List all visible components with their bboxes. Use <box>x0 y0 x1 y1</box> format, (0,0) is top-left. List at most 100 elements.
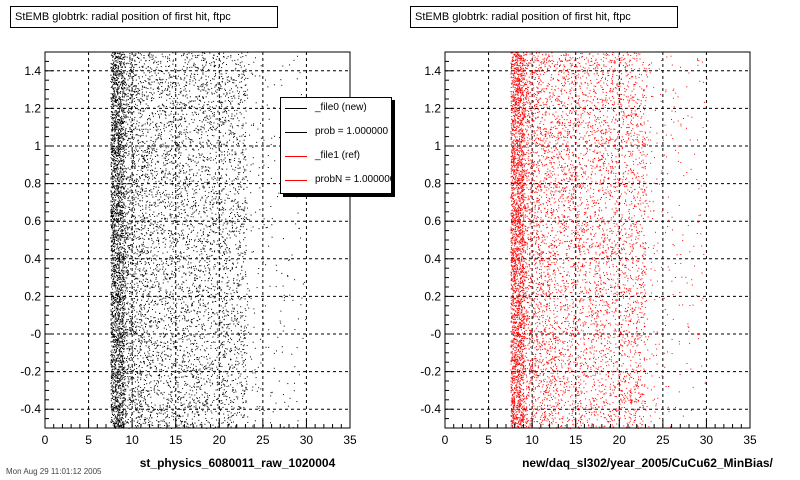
data-point <box>211 322 212 324</box>
data-point <box>156 151 158 153</box>
data-point <box>119 340 121 342</box>
data-point <box>144 190 146 192</box>
data-point <box>111 249 113 251</box>
data-point <box>112 214 114 216</box>
data-point <box>128 195 130 197</box>
data-point <box>179 234 181 236</box>
data-point <box>239 62 241 64</box>
data-point <box>149 366 151 368</box>
data-point <box>133 90 135 92</box>
data-point <box>135 103 137 105</box>
data-point <box>172 197 174 199</box>
data-point <box>121 307 123 309</box>
data-point <box>120 193 122 195</box>
data-point <box>198 223 200 224</box>
data-point <box>112 56 114 58</box>
data-point <box>122 118 124 120</box>
data-point <box>144 221 146 223</box>
data-point <box>239 406 241 408</box>
data-point <box>124 366 126 368</box>
data-point <box>234 153 236 155</box>
data-point <box>243 414 245 416</box>
data-point <box>118 344 120 346</box>
data-point <box>161 353 163 355</box>
data-point <box>115 346 117 348</box>
data-point <box>121 119 123 121</box>
data-point <box>112 71 114 73</box>
data-point <box>141 395 142 397</box>
data-point <box>121 75 123 77</box>
data-point <box>201 153 203 155</box>
data-point <box>127 274 129 276</box>
data-point <box>120 394 122 396</box>
data-point <box>155 74 157 76</box>
data-point <box>215 84 217 86</box>
data-point <box>224 239 226 241</box>
data-point <box>150 415 151 417</box>
data-point <box>120 402 122 404</box>
data-point <box>124 152 126 154</box>
data-point <box>120 258 122 260</box>
data-point <box>121 181 123 183</box>
data-point <box>118 136 120 138</box>
data-point <box>142 295 144 297</box>
data-point <box>121 128 122 130</box>
data-point <box>243 139 245 141</box>
data-point <box>118 121 120 123</box>
data-point <box>114 356 116 358</box>
data-point <box>165 156 167 158</box>
data-point <box>240 325 242 327</box>
data-point <box>134 59 136 61</box>
data-point <box>116 253 118 255</box>
data-point <box>120 75 122 77</box>
data-point <box>227 418 229 420</box>
data-point <box>117 98 118 100</box>
data-point <box>114 259 116 261</box>
data-point <box>116 347 118 349</box>
data-point <box>114 306 116 308</box>
data-point <box>116 307 118 309</box>
data-point <box>116 221 117 222</box>
data-point <box>237 396 239 398</box>
data-point <box>126 319 128 320</box>
data-point <box>237 297 239 299</box>
data-point <box>130 112 132 114</box>
data-point <box>119 297 121 298</box>
data-point <box>169 358 171 360</box>
data-point <box>141 91 143 93</box>
data-point <box>173 343 175 345</box>
data-point <box>122 412 124 414</box>
data-point <box>114 58 116 60</box>
data-point <box>154 254 156 256</box>
data-point <box>118 413 120 415</box>
data-point <box>218 274 220 276</box>
data-point <box>123 373 125 375</box>
data-point <box>114 307 116 309</box>
data-point <box>123 270 124 272</box>
data-point <box>120 130 122 131</box>
data-point <box>115 265 117 267</box>
data-point <box>241 52 243 54</box>
data-point <box>199 388 201 390</box>
data-point <box>168 347 170 349</box>
data-point <box>122 57 124 59</box>
data-point <box>244 308 246 310</box>
data-point <box>122 266 124 268</box>
data-point <box>117 179 119 181</box>
data-point <box>213 312 214 314</box>
data-point <box>138 255 140 257</box>
data-point <box>200 137 202 139</box>
data-point <box>130 255 132 257</box>
data-point <box>116 237 118 239</box>
data-point <box>118 274 120 276</box>
data-point <box>132 263 134 265</box>
data-point <box>122 201 124 203</box>
data-point <box>126 321 127 323</box>
data-point <box>121 397 123 399</box>
data-point <box>118 237 120 239</box>
data-point <box>116 425 118 427</box>
data-point <box>118 234 120 236</box>
data-point <box>118 380 120 382</box>
data-point <box>116 88 118 90</box>
data-point <box>121 135 123 137</box>
